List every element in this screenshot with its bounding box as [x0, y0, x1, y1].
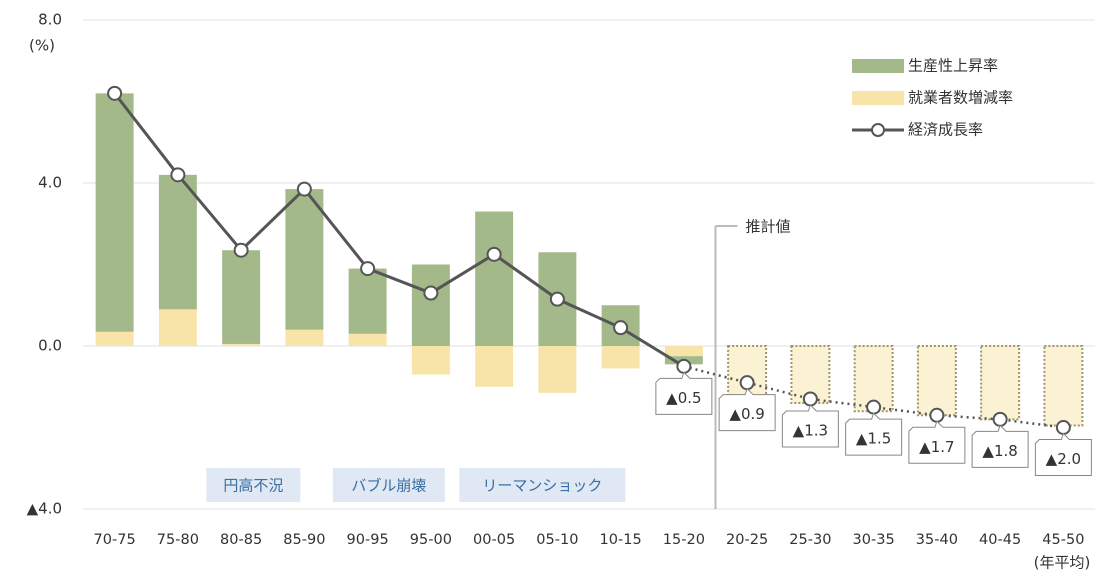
bar	[158, 309, 197, 346]
bar	[348, 333, 387, 346]
line	[113, 92, 685, 368]
bar	[158, 174, 197, 310]
annotation-box	[459, 468, 626, 502]
callout	[718, 387, 776, 432]
annotation: 円高不況	[223, 477, 283, 495]
estimate-label: 推計値	[746, 218, 791, 236]
bar	[285, 189, 324, 330]
y-tick-label: ▲4.0	[27, 500, 62, 518]
bar	[1043, 345, 1084, 427]
x-tick-label: 80-85	[220, 532, 262, 548]
x-tick-label: 75-80	[157, 532, 199, 548]
legend-swatch	[852, 91, 904, 105]
bar	[664, 346, 703, 357]
bar	[222, 343, 261, 346]
bar	[95, 331, 134, 346]
x-tick-label: 95-00	[410, 532, 452, 548]
data-label: ▲0.5	[666, 389, 701, 407]
bar	[980, 345, 1021, 421]
x-tick-label: 35-40	[916, 532, 958, 548]
legend-label: 就業者数増減率	[908, 89, 1013, 107]
bar	[285, 329, 324, 346]
y-tick-label: 0.0	[38, 337, 62, 355]
data-label: ▲2.0	[1046, 450, 1081, 468]
annotation-box	[332, 468, 445, 502]
annotation: バブル崩壊	[351, 477, 426, 495]
marker	[739, 375, 755, 391]
marker	[866, 399, 882, 415]
marker	[423, 285, 439, 301]
bar	[348, 268, 387, 334]
x-tick-label: 85-90	[283, 532, 325, 548]
data-label: ▲1.8	[982, 442, 1017, 460]
callout	[908, 420, 966, 464]
marker	[613, 320, 629, 336]
callout	[971, 424, 1029, 468]
marker	[170, 167, 186, 183]
legend-label: 生産性上昇率	[908, 57, 998, 75]
bar	[475, 346, 514, 387]
callout	[1034, 432, 1092, 476]
bar	[538, 346, 577, 393]
x-tick-label: 20-25	[726, 532, 768, 548]
annotation-box	[206, 468, 301, 502]
x-unit: (年平均)	[1034, 554, 1091, 572]
x-tick-label: 45-50	[1042, 532, 1084, 548]
bar	[475, 211, 514, 346]
bar	[411, 346, 450, 375]
y-tick-label: 8.0	[38, 11, 62, 29]
legend-label: 経済成長率	[908, 121, 983, 139]
x-tick-label: 70-75	[94, 532, 136, 548]
legend-swatch	[852, 59, 904, 73]
marker	[107, 85, 123, 101]
bar	[411, 264, 450, 346]
annotation: リーマンショック	[482, 477, 602, 495]
bar	[95, 93, 134, 332]
x-tick-label: 15-20	[663, 532, 705, 548]
marker	[676, 358, 692, 374]
x-tick-label: 10-15	[600, 532, 642, 548]
bar	[222, 250, 261, 344]
x-tick-label: 90-95	[347, 532, 389, 548]
x-tick-label: 30-35	[853, 532, 895, 548]
marker	[360, 261, 376, 277]
data-label: ▲1.3	[793, 421, 828, 439]
legend-marker	[871, 123, 885, 137]
marker	[802, 391, 818, 407]
marker	[992, 411, 1008, 427]
data-label: ▲1.7	[919, 438, 954, 456]
y-unit: (%)	[29, 37, 55, 55]
data-label: ▲0.9	[729, 405, 764, 423]
x-tick-label: 00-05	[473, 532, 515, 548]
callout	[781, 404, 839, 448]
bar	[916, 345, 957, 417]
x-tick-label: 05-10	[536, 532, 578, 548]
marker	[233, 242, 249, 258]
marker	[929, 407, 945, 423]
data-label: ▲1.5	[856, 430, 891, 448]
callout	[845, 412, 903, 456]
bar	[601, 346, 640, 369]
callout	[655, 371, 713, 415]
marker	[1055, 420, 1071, 435]
x-tick-label: 25-30	[789, 532, 831, 548]
marker	[549, 291, 565, 307]
y-tick-label: 4.0	[38, 174, 62, 192]
marker	[296, 181, 312, 197]
marker	[486, 246, 502, 262]
x-tick-label: 40-45	[979, 532, 1021, 548]
